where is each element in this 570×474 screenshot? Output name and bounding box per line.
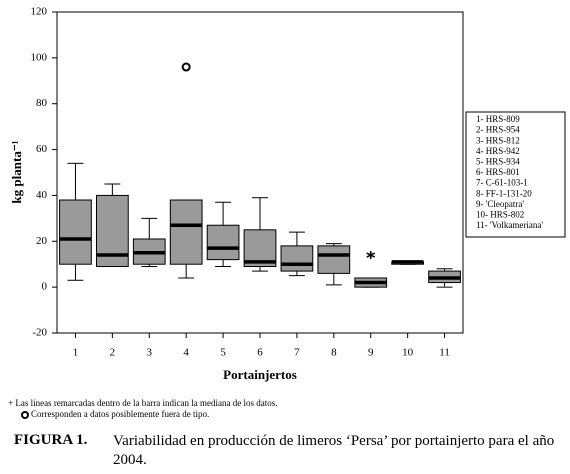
y-tick-label: 40 — [36, 189, 48, 201]
y-tick-label: 100 — [31, 51, 48, 63]
y-tick-label: 20 — [36, 235, 48, 247]
x-tick-label: 3 — [147, 347, 153, 359]
box — [206, 224, 240, 261]
y-tick-label: 60 — [36, 143, 48, 155]
box — [317, 245, 351, 274]
legend-entry: 8- FF-1-131-20 — [476, 188, 532, 198]
x-tick-label: 9 — [368, 347, 374, 359]
x-tick-label: 11 — [439, 347, 450, 359]
legend-entry: 9- 'Cleopatra' — [476, 199, 524, 209]
box — [280, 245, 314, 272]
x-tick-label: 6 — [257, 347, 263, 359]
x-tick-label: 2 — [110, 347, 116, 359]
legend-entry: 7- C-61-103-1 — [476, 178, 528, 188]
legend-entry: 5- HRS-934 — [476, 156, 520, 166]
y-tick-label: 80 — [36, 97, 48, 109]
legend-box — [465, 111, 566, 238]
y-tick-label: 120 — [31, 6, 48, 18]
box — [169, 199, 203, 265]
outlier — [181, 62, 191, 72]
box — [59, 199, 92, 265]
x-tick-label: 4 — [183, 347, 189, 359]
caption-label: FIGURA 1. — [14, 432, 88, 448]
y-tick-label: -20 — [32, 327, 47, 339]
legend-entry: 6- HRS-801 — [476, 167, 520, 177]
plot-frame — [56, 11, 464, 334]
extreme — [366, 251, 376, 260]
legend-entry: 10- HRS-802 — [476, 209, 524, 219]
y-axis-label: kg planta⁻¹ — [9, 140, 24, 203]
x-tick-label: 10 — [402, 347, 414, 359]
x-tick-label: 8 — [331, 347, 337, 359]
chart: kg planta⁻¹ Portainjertos + Las líneas r… — [8, 6, 566, 419]
x-axis-label: Portainjertos — [223, 367, 297, 382]
footnote: Corresponden a datos posiblemente fuera … — [31, 409, 209, 419]
legend-entry: 1- HRS-809 — [476, 114, 520, 124]
x-tick-label: 1 — [73, 347, 79, 359]
legend-entry: 3- HRS-812 — [476, 135, 520, 145]
x-tick-label: 7 — [294, 347, 300, 359]
footnote-icon — [21, 411, 29, 419]
legend-entry: 4- HRS-942 — [476, 146, 520, 156]
x-tick-label: 5 — [220, 347, 226, 359]
legend-entry: 2- HRS-954 — [476, 125, 520, 135]
caption-text: Variabilidad en producción de limeros ‘P… — [113, 433, 555, 468]
legend-entry: 11- 'Volkameriana' — [476, 220, 543, 230]
y-tick-label: 0 — [42, 281, 48, 293]
footnote: + Las líneas remarcadas dentro de la bar… — [8, 398, 277, 408]
